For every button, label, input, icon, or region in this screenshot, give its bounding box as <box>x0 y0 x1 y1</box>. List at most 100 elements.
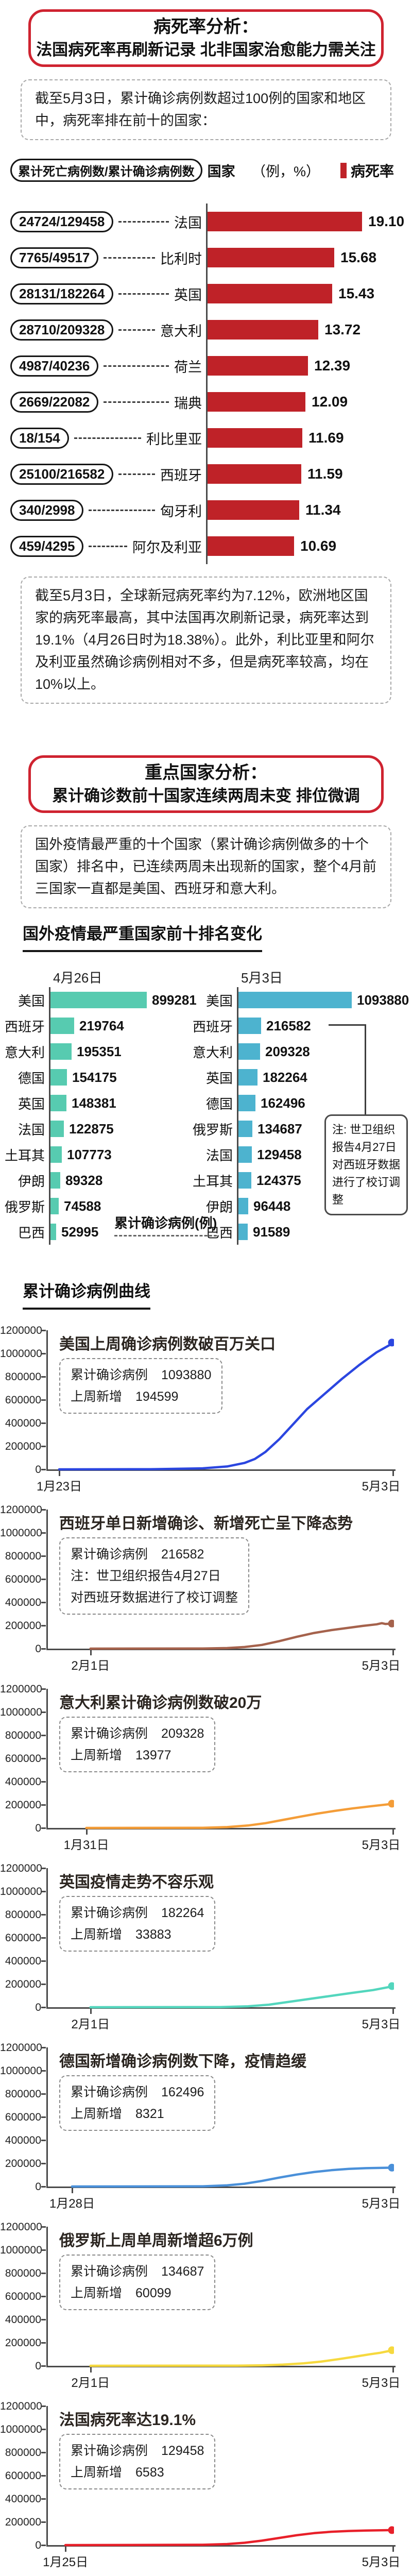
y-axis-label: 1000000 <box>0 1706 42 1718</box>
rank-row: 巴西 52995 <box>0 1219 206 1245</box>
weekly-new-value: 33883 <box>135 1927 171 1942</box>
line-chart-spain: 1200000 1000000 800000 600000 400000 200000 0 西… <box>0 1502 412 1682</box>
death-rate-bar-zone: 10.69 <box>206 528 412 564</box>
weekly-new-value: 60099 <box>135 2286 171 2300</box>
rank-row: 巴西 91589 <box>188 1219 412 1245</box>
rank-value: 219764 <box>79 1018 124 1033</box>
chart-title: 西班牙单日新增确诊、新增死亡呈下降态势 <box>59 1515 353 1532</box>
y-axis-tick <box>41 1937 46 1939</box>
legend-rate-label: 病死率 <box>350 163 394 179</box>
rank-country-label: 德国 <box>18 1070 45 1086</box>
y-axis-label: 600000 <box>5 2291 41 2302</box>
y-axis-tick <box>41 1781 46 1783</box>
rank-bar <box>50 1224 56 1240</box>
cumulative-cases-row: 累计确诊病例 216582 <box>71 1544 238 1565</box>
x-axis-end-tick <box>392 1650 394 1655</box>
x-axis-end-date: 5月3日 <box>362 1480 401 1494</box>
rank-value: 154175 <box>72 1069 117 1085</box>
country-label: 荷兰 <box>174 359 202 375</box>
line-chart-france: 1200000 1000000 800000 600000 400000 200000 0 法… <box>0 2399 412 2576</box>
cumulative-cases-row: 累计确诊病例 1093880 <box>71 1364 211 1386</box>
y-axis-label: 200000 <box>5 1440 41 1452</box>
rank-value: 107773 <box>67 1146 112 1162</box>
y-axis-label: 800000 <box>5 1909 41 1921</box>
rank-rows: 美国 899281 西班牙 219764 意大利 195351 德国 154175 英国 1483… <box>0 987 206 1245</box>
rank-bar <box>238 1198 248 1214</box>
x-axis-end-date: 5月3日 <box>362 2376 401 2390</box>
y-axis-tick <box>41 1711 46 1713</box>
rank-row: 俄罗斯 134687 <box>188 1116 412 1142</box>
section2-title-line1: 重点国家分析： <box>145 763 267 783</box>
deaths-confirmed-ratio: 18/154 <box>10 427 69 449</box>
y-axis-label: 600000 <box>5 1753 41 1765</box>
rank-row: 美国 1093880 <box>188 987 412 1013</box>
y-axis-tick <box>41 1422 46 1424</box>
death-rate-row-left: 4987/40236 荷兰 <box>0 355 206 377</box>
rank-country-label: 土耳其 <box>192 1173 233 1189</box>
rank-bar-zone: 124375 <box>237 1167 412 1193</box>
weekly-new-row: 上周新增 60099 <box>71 2282 204 2304</box>
death-rate-row: 7765/49517 比利时 15.68 <box>0 240 412 276</box>
y-axis-label: 400000 <box>5 2493 41 2505</box>
y-axis-tick <box>41 2186 46 2188</box>
death-rate-bar <box>208 356 308 376</box>
dashed-connector <box>118 329 155 331</box>
y-axis-tick <box>41 2498 46 2500</box>
y-axis-label: 200000 <box>5 1799 41 1811</box>
weekly-new-row: 上周新增 6583 <box>71 2462 204 2483</box>
x-axis-end-date: 5月3日 <box>362 1838 401 1852</box>
y-axis-tick <box>41 1688 46 1690</box>
death-rate-bar <box>208 284 332 303</box>
death-rate-bar-zone: 15.68 <box>206 240 412 276</box>
y-axis-label: 0 <box>35 2360 41 2372</box>
country-label: 英国 <box>174 287 202 303</box>
weekly-new-label: 上周新增 <box>71 2465 123 2480</box>
y-axis-label: 200000 <box>5 2337 41 2349</box>
death-rate-bar <box>208 500 299 520</box>
deaths-confirmed-ratio: 28131/182264 <box>10 283 114 304</box>
chart-title: 英国疫情走势不容乐观 <box>59 1874 214 1891</box>
dashed-connector <box>118 473 155 475</box>
rank-row: 德国 162496 <box>188 1090 412 1116</box>
death-rate-bar <box>208 428 302 448</box>
y-axis-tick <box>41 2116 46 2118</box>
legend-rate-swatch <box>340 162 347 178</box>
y-axis-tick <box>41 2296 46 2297</box>
death-rate-bar-zone: 11.59 <box>206 456 412 492</box>
line-chart-us: 1200000 1000000 800000 600000 400000 200000 0 美… <box>0 1323 412 1502</box>
deaths-confirmed-ratio: 24724/129458 <box>10 211 114 232</box>
rank-rows: 美国 1093880 西班牙 216582 意大利 209328 英国 182264 德国 162… <box>188 987 412 1245</box>
dashed-connector <box>118 293 169 295</box>
death-rate-row: 24724/129458 法国 19.10 <box>0 204 412 240</box>
y-axis-tick <box>41 1509 46 1511</box>
rank-bar-zone: 122875 <box>49 1116 206 1142</box>
rank-row: 德国 154175 <box>0 1064 206 1090</box>
rank-country-label: 美国 <box>18 993 45 1009</box>
y-axis-label: 200000 <box>5 1620 41 1632</box>
y-axis-tick <box>41 2226 46 2228</box>
death-rate-bar-zone: 15.43 <box>206 276 412 312</box>
cumulative-cases-label: 累计确诊病例 <box>71 1906 148 1920</box>
y-axis-tick <box>41 1804 46 1806</box>
rank-bar <box>50 992 147 1008</box>
legend-ratio-pill: 累计死亡病例数/累计确诊病例数 <box>10 159 202 182</box>
spain-adjustment-callout: 注: 世卫组织报告4月27日对西班牙数据进行了校订调整 <box>324 1114 408 1215</box>
weekly-new-label: 上周新增 <box>71 1748 123 1762</box>
y-axis-label: 1200000 <box>0 2221 42 2233</box>
country-label: 比利时 <box>160 251 202 267</box>
death-rate-row: 4987/40236 荷兰 12.39 <box>0 348 412 384</box>
chart-info-box: 累计确诊病例 134687 上周新增 60099 <box>59 2255 216 2310</box>
chart-title: 德国新增确诊病例数下降，疫情趋缓 <box>59 2053 306 2070</box>
y-axis-tick <box>41 1891 46 1892</box>
x-axis-start-tick <box>90 2009 92 2014</box>
death-rate-row: 2669/22082 瑞典 12.09 <box>0 384 412 420</box>
rank-row: 英国 148381 <box>0 1090 206 1116</box>
rank-row: 英国 182264 <box>188 1064 412 1090</box>
y-axis-label: 800000 <box>5 1550 41 1562</box>
y-axis-tick <box>41 2163 46 2164</box>
death-rate-bar-zone: 11.34 <box>206 492 412 528</box>
rank-value: 89328 <box>65 1172 103 1188</box>
rank-bar <box>238 1146 252 1163</box>
x-axis-end-date: 5月3日 <box>362 2018 401 2031</box>
x-axis-start-tick <box>65 2547 67 2552</box>
